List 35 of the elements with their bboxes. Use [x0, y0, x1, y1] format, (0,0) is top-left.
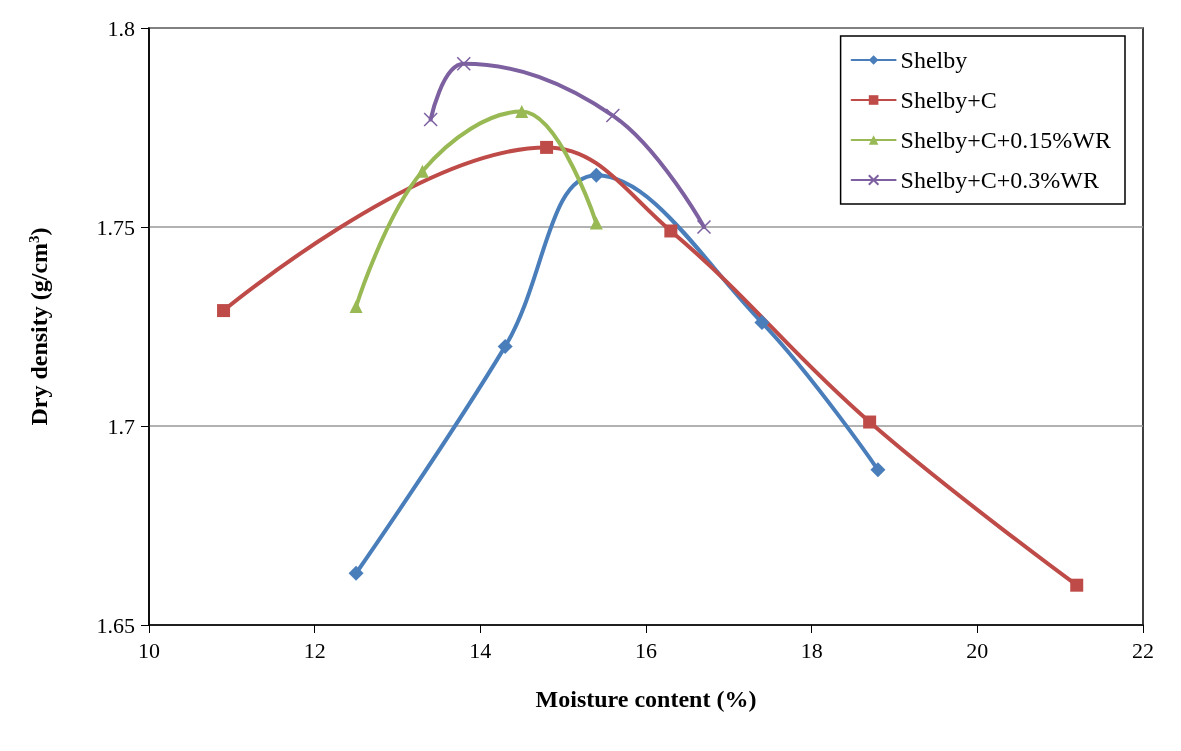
point	[423, 112, 438, 127]
point	[217, 304, 231, 318]
x-tick-label: 14	[469, 637, 492, 663]
point	[588, 167, 604, 183]
point	[664, 224, 678, 238]
point	[1070, 578, 1084, 592]
x-tick-label: 16	[635, 637, 657, 663]
point	[605, 108, 621, 123]
point	[415, 164, 429, 178]
legend-label: Shelby+C	[900, 87, 997, 113]
point	[870, 462, 886, 478]
x-tick-label: 20	[966, 637, 989, 663]
x-tick-label: 10	[138, 637, 160, 663]
point	[589, 216, 603, 230]
point	[754, 315, 770, 331]
point	[497, 338, 513, 354]
point	[456, 56, 472, 72]
y-tick-label: 1.75	[96, 214, 135, 240]
point	[696, 219, 712, 235]
y-axis-title: Dry density (g/cm3)	[25, 227, 52, 426]
x-tick-label: 12	[303, 637, 326, 663]
point	[349, 300, 363, 314]
x-axis-title: Moisture content (%)	[535, 686, 757, 712]
y-tick-label: 1.8	[107, 15, 135, 41]
point	[515, 105, 529, 119]
y-tick-label: 1.7	[107, 413, 135, 439]
y-tick-label: 1.65	[96, 612, 135, 638]
point	[863, 415, 877, 429]
legend-label: Shelby	[900, 47, 968, 73]
point	[540, 140, 554, 154]
x-tick-label: 22	[1132, 637, 1154, 663]
legend-label: Shelby+C+0.15%WR	[900, 127, 1112, 153]
x-tick-label: 18	[800, 637, 823, 663]
point	[348, 565, 364, 581]
legend-label: Shelby+C+0.3%WR	[900, 167, 1100, 193]
